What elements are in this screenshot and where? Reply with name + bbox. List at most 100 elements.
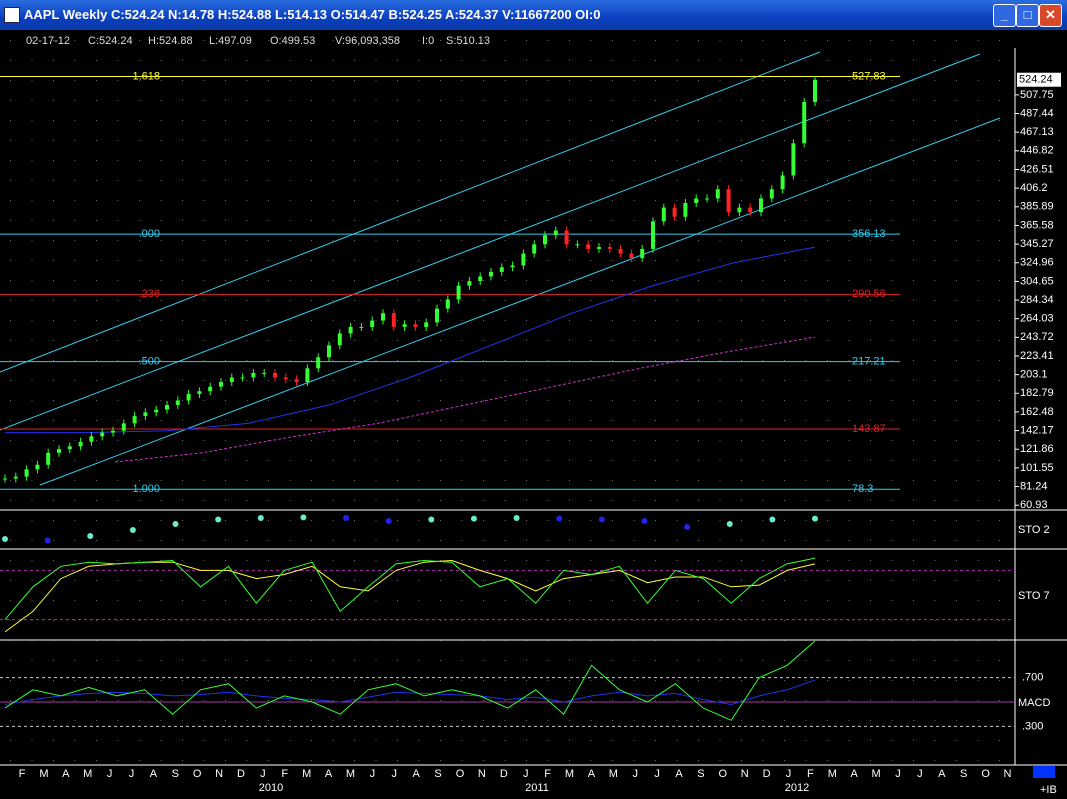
candle — [575, 244, 580, 246]
candle — [165, 405, 169, 410]
month-label: M — [872, 768, 881, 780]
status-label: +IB — [1040, 784, 1057, 796]
year-label: 2012 — [785, 782, 809, 794]
sto2-dot — [300, 514, 307, 521]
fib-value: 290.56 — [852, 288, 886, 300]
candle — [499, 267, 504, 272]
candle — [510, 265, 515, 268]
month-label: N — [215, 768, 223, 780]
candle — [111, 430, 115, 433]
month-label: N — [478, 768, 486, 780]
last-price-label: 524.24 — [1019, 74, 1053, 86]
candle — [13, 476, 18, 479]
month-label: N — [741, 768, 749, 780]
y-tick-label: 406.2 — [1020, 182, 1048, 194]
candle — [769, 189, 774, 199]
candle — [694, 198, 699, 204]
month-label: M — [39, 768, 48, 780]
month-label: M — [346, 768, 355, 780]
month-label: J — [260, 768, 266, 780]
fib-ratio: .236 — [139, 288, 160, 300]
y-tick-label: 264.03 — [1020, 313, 1054, 325]
candle — [489, 271, 493, 277]
candle — [262, 372, 267, 374]
candle — [521, 253, 526, 266]
month-label: S — [434, 768, 441, 780]
candle — [186, 394, 191, 401]
month-label: N — [1004, 768, 1012, 780]
month-label: D — [237, 768, 245, 780]
month-label: F — [281, 768, 288, 780]
status-box[interactable] — [1033, 766, 1055, 778]
candle — [337, 333, 342, 346]
channel-line — [0, 51, 821, 373]
y-tick-label: 507.75 — [1020, 89, 1054, 101]
candle — [251, 372, 256, 378]
sto2-dot — [470, 515, 477, 522]
sto2-dot — [343, 515, 350, 521]
sto2-dot — [87, 533, 94, 539]
month-label: M — [828, 768, 837, 780]
sto2-dot — [385, 518, 392, 524]
y-tick-label: 385.89 — [1020, 201, 1054, 213]
candle — [564, 230, 569, 245]
candle — [219, 382, 223, 387]
y-tick-label: 345.27 — [1020, 238, 1054, 250]
y-tick-label: 467.13 — [1020, 126, 1054, 138]
fib-value: 356.13 — [852, 228, 886, 240]
sto2-dot — [769, 516, 776, 523]
candle — [607, 247, 612, 249]
month-label: D — [763, 768, 771, 780]
candle — [456, 285, 461, 300]
candle — [327, 345, 331, 358]
candle — [759, 198, 763, 213]
candle — [67, 446, 72, 450]
month-label: M — [302, 768, 311, 780]
info-field: L:497.09 — [209, 35, 252, 47]
sto2-dot — [257, 515, 264, 521]
candle — [121, 423, 126, 431]
month-label: A — [675, 768, 683, 780]
macd-fast — [4, 640, 816, 721]
y-tick-label: 284.34 — [1020, 294, 1054, 306]
sto2-dot — [2, 536, 8, 542]
month-label: O — [456, 768, 465, 780]
sto2-dot — [684, 524, 691, 530]
minimize-button[interactable]: _ — [993, 4, 1016, 27]
candle — [294, 379, 299, 383]
candle — [780, 175, 785, 190]
moving-average — [114, 336, 816, 463]
info-field: O:499.53 — [270, 35, 315, 47]
month-label: F — [807, 768, 814, 780]
candle — [283, 377, 288, 380]
candle — [629, 253, 634, 259]
candle — [229, 377, 234, 383]
y-tick-label: 426.51 — [1020, 163, 1054, 175]
level-label: .300 — [1022, 720, 1043, 732]
info-field: I:0 — [422, 35, 434, 47]
dot-grid — [0, 30, 1015, 765]
info-field: 02-17-12 — [26, 35, 70, 47]
month-label: J — [895, 768, 901, 780]
y-tick-label: 121.86 — [1020, 443, 1054, 455]
month-label: S — [697, 768, 704, 780]
month-label: O — [981, 768, 990, 780]
y-tick-label: 203.1 — [1020, 369, 1048, 381]
month-label: J — [654, 768, 660, 780]
candle — [791, 143, 796, 176]
month-label: J — [370, 768, 376, 780]
candle — [391, 313, 396, 327]
panel-label: MACD — [1018, 697, 1050, 709]
month-label: J — [129, 768, 135, 780]
month-label: A — [413, 768, 421, 780]
candle — [89, 436, 94, 442]
candle — [35, 464, 40, 470]
y-tick-label: 182.79 — [1020, 387, 1054, 399]
month-label: A — [851, 768, 859, 780]
panel-label: STO 2 — [1018, 524, 1050, 536]
month-label: F — [19, 768, 26, 780]
maximize-button[interactable]: □ — [1016, 4, 1039, 27]
candle — [748, 207, 753, 213]
close-button[interactable]: ✕ — [1039, 4, 1062, 27]
